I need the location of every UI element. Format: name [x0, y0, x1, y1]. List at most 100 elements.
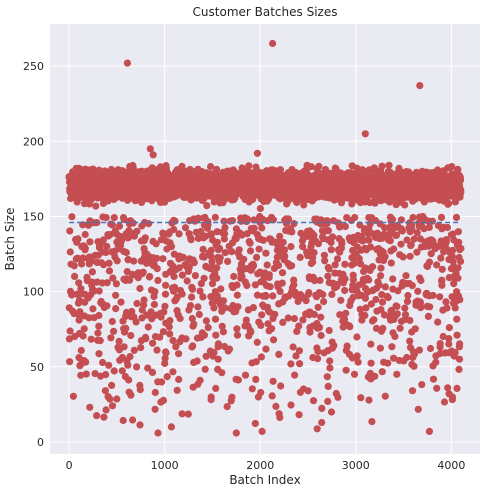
data-point: [234, 376, 242, 384]
data-point: [71, 272, 79, 280]
data-point: [427, 250, 435, 258]
data-point: [406, 337, 414, 345]
data-point: [170, 225, 178, 234]
data-point: [233, 331, 242, 339]
data-point: [414, 287, 422, 295]
data-point: [407, 241, 415, 249]
data-point: [203, 202, 211, 210]
data-point: [233, 325, 241, 333]
data-point: [304, 387, 312, 395]
data-point: [317, 313, 325, 321]
data-point: [251, 419, 259, 428]
data-point: [136, 386, 144, 394]
data-point: [391, 332, 399, 341]
data-point: [357, 394, 365, 402]
data-point: [148, 368, 157, 376]
data-point: [292, 352, 300, 360]
data-point: [187, 236, 195, 244]
data-point: [88, 278, 96, 286]
data-point: [440, 398, 449, 406]
data-point: [321, 257, 329, 265]
data-point: [246, 247, 255, 255]
y-tick-labels: 0 50 100 150 200 250: [23, 60, 44, 449]
data-point: [132, 318, 140, 326]
data-point: [253, 253, 261, 261]
data-point: [82, 358, 90, 366]
data-point: [159, 255, 167, 263]
data-point: [266, 283, 274, 291]
data-point: [324, 382, 332, 390]
data-point: [314, 303, 322, 311]
data-point: [250, 224, 258, 232]
data-point: [288, 262, 296, 270]
data-point: [274, 261, 283, 269]
data-point: [287, 360, 295, 368]
data-point: [287, 243, 295, 251]
data-point: [95, 350, 103, 358]
data-point: [136, 284, 144, 293]
data-point: [365, 396, 373, 404]
data-point: [224, 257, 232, 265]
data-point: [354, 358, 362, 366]
data-point: [448, 163, 456, 171]
data-point: [172, 343, 180, 351]
data-point: [74, 235, 82, 243]
data-point: [362, 304, 370, 312]
data-point: [428, 217, 436, 225]
data-point: [305, 289, 313, 297]
data-point: [179, 253, 187, 261]
data-point: [372, 295, 380, 304]
data-point: [176, 314, 184, 323]
data-point: [66, 227, 74, 235]
data-point: [183, 277, 191, 285]
data-point: [409, 213, 417, 222]
data-point: [169, 368, 177, 376]
data-point: [250, 216, 258, 224]
data-point: [80, 325, 88, 333]
data-point: [278, 279, 286, 287]
data-point: [175, 350, 183, 358]
data-point: [325, 265, 333, 273]
data-point: [262, 292, 270, 300]
data-point: [120, 215, 128, 224]
data-point: [385, 161, 393, 169]
data-point: [200, 253, 208, 261]
data-point: [306, 328, 314, 336]
data-point: [442, 244, 450, 252]
data-point: [238, 273, 246, 281]
data-point: [166, 317, 174, 325]
data-point: [144, 364, 152, 372]
data-point: [91, 370, 99, 378]
data-point: [408, 282, 416, 290]
data-point: [417, 304, 425, 312]
data-point: [199, 293, 207, 301]
y-tick-label: 50: [30, 361, 44, 374]
data-point: [221, 249, 229, 257]
data-point: [349, 276, 357, 284]
data-point: [307, 163, 315, 171]
data-point: [230, 272, 238, 281]
data-point: [396, 324, 404, 332]
data-point: [283, 198, 291, 206]
data-point: [219, 297, 228, 305]
data-point: [406, 316, 414, 324]
data-point: [289, 343, 297, 351]
data-point: [436, 340, 444, 348]
data-point: [449, 246, 457, 254]
data-point: [175, 230, 183, 238]
data-point: [269, 292, 277, 300]
data-point: [313, 425, 321, 433]
data-point: [353, 352, 361, 360]
data-point: [406, 252, 414, 260]
data-point: [379, 324, 387, 332]
data-point: [196, 376, 204, 384]
data-point: [443, 304, 451, 312]
data-point: [167, 243, 176, 251]
data-point: [119, 416, 127, 425]
data-point: [300, 201, 308, 209]
y-tick-label: 150: [23, 210, 44, 223]
data-point: [336, 311, 344, 319]
data-point: [444, 384, 452, 392]
data-point: [129, 164, 137, 172]
data-point: [133, 363, 141, 371]
